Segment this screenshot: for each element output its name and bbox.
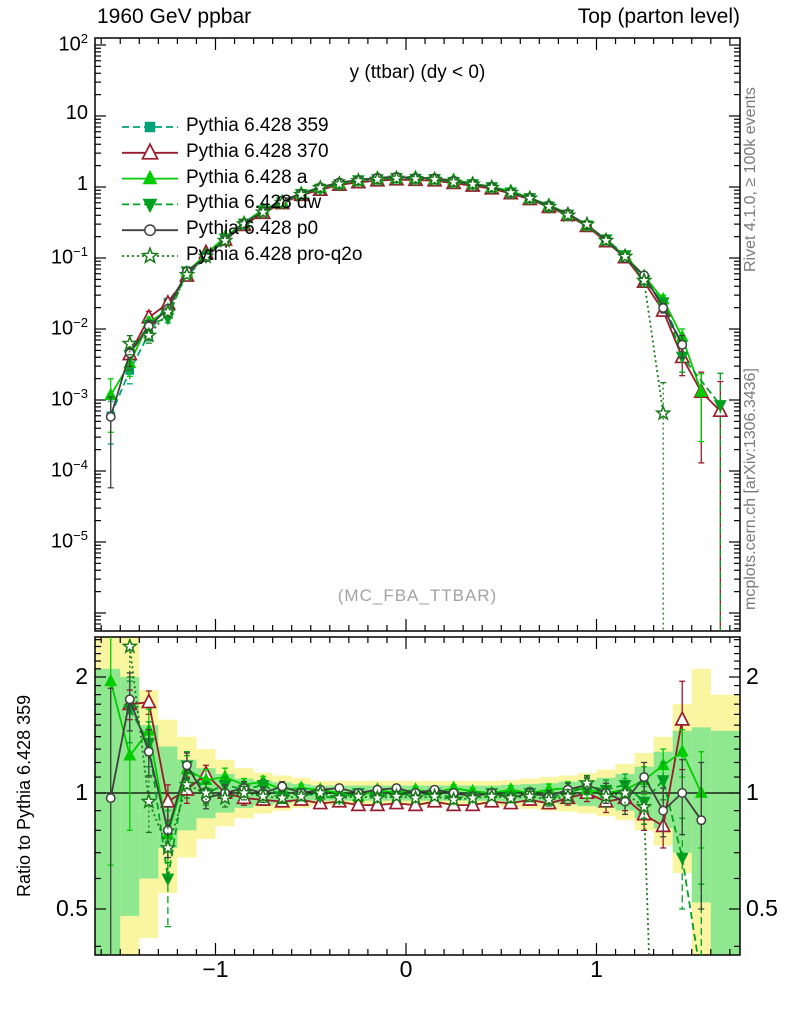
ratio-y-tick-label-right: 2	[746, 663, 759, 689]
legend-item-label: Pythia 6.428 a	[186, 166, 308, 188]
series-main-5	[121, 169, 672, 631]
mcplots-arxiv-note: mcplots.cern.ch [arXiv:1306.3436]	[742, 368, 759, 610]
x-tick-label: −1	[202, 956, 229, 982]
observable-title: y (ttbar) (dy < 0)	[349, 62, 486, 83]
x-tick-label: 1	[590, 956, 603, 982]
legend-item-label: Pythia 6.428 pro-q2o	[186, 244, 363, 265]
plot-frames	[94, 37, 741, 956]
legend-item-label: Pythia 6.428 dw	[186, 192, 322, 214]
ratio-y-tick-label-right: 0.5	[746, 895, 778, 921]
rivet-version-note: Rivet 4.1.0, ≥ 100k events	[742, 87, 759, 273]
legend-item-label: Pythia 6.428 359	[186, 115, 329, 136]
main-y-tick-label: 10	[65, 102, 88, 124]
main-y-tick-label: 1	[76, 173, 88, 195]
series-ratio-5	[121, 637, 653, 955]
legend-item-label: Pythia 6.428 p0	[186, 218, 319, 240]
ratio-y-tick-label-right: 1	[746, 779, 759, 805]
analysis-watermark: (MC_FBA_TTBAR)	[337, 586, 498, 605]
ratio-y-tick-label-left: 0.5	[56, 895, 88, 921]
main-y-tick-label: 10−4	[50, 457, 88, 482]
ratio-y-tick-label-left: 2	[75, 663, 88, 689]
series-main-0	[106, 173, 687, 445]
process-title: Top (parton level)	[577, 5, 740, 28]
series-main-3	[123, 172, 727, 631]
series-main-1	[121, 170, 729, 631]
legend-samples	[122, 121, 178, 265]
x-tick-label: 0	[399, 956, 413, 982]
main-y-tick-label: 10−2	[50, 315, 88, 340]
axis-ticks	[95, 38, 740, 955]
main-y-tick-label: 10−1	[50, 244, 88, 269]
ratio-y-tick-label-left: 1	[75, 779, 88, 805]
main-y-tick-label: 10−5	[50, 528, 88, 553]
main-y-tick-label: 10−3	[50, 386, 88, 411]
main-y-tick-label: 102	[58, 31, 88, 56]
beam-energy-title: 1960 GeV ppbar	[97, 5, 252, 28]
legend-item-label: Pythia 6.428 370	[186, 140, 329, 162]
